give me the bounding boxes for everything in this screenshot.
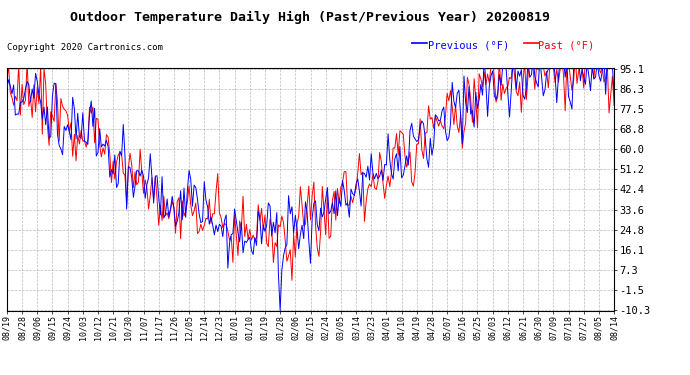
Text: Outdoor Temperature Daily High (Past/Previous Year) 20200819: Outdoor Temperature Daily High (Past/Pre… (70, 11, 551, 24)
Text: Copyright 2020 Cartronics.com: Copyright 2020 Cartronics.com (7, 43, 163, 52)
Text: Previous (°F): Previous (°F) (428, 40, 509, 51)
Text: Past (°F): Past (°F) (538, 40, 595, 51)
